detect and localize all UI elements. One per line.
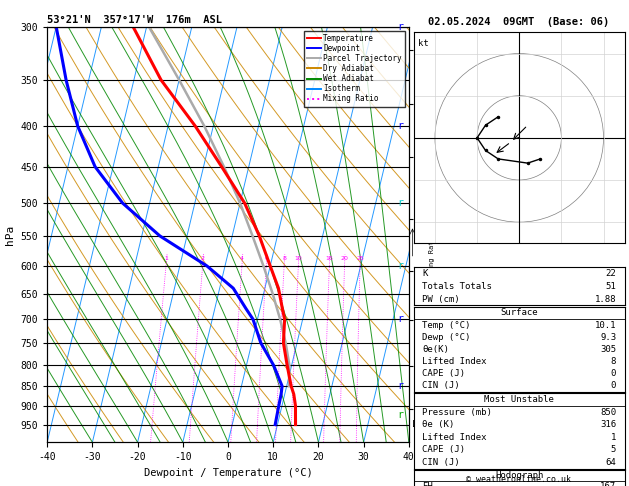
Text: r: r (397, 121, 403, 131)
Text: r: r (397, 22, 403, 32)
Text: CIN (J): CIN (J) (422, 381, 460, 390)
Text: 51: 51 (606, 282, 616, 291)
Text: θe (K): θe (K) (422, 420, 455, 429)
Text: r: r (397, 198, 403, 208)
Text: 20: 20 (341, 256, 348, 261)
Text: Temp (°C): Temp (°C) (422, 320, 470, 330)
Text: Pressure (mb): Pressure (mb) (422, 408, 492, 417)
Text: 5: 5 (611, 445, 616, 454)
Text: 1: 1 (164, 256, 168, 261)
Text: Hodograph: Hodograph (495, 471, 543, 480)
Text: 1: 1 (611, 433, 616, 442)
Text: CAPE (J): CAPE (J) (422, 369, 465, 378)
Text: 53°21'N  357°17'W  176m  ASL: 53°21'N 357°17'W 176m ASL (47, 15, 222, 25)
Text: Surface: Surface (501, 308, 538, 317)
Text: Totals Totals: Totals Totals (422, 282, 492, 291)
Text: 10.1: 10.1 (594, 320, 616, 330)
Text: 850: 850 (600, 408, 616, 417)
Text: Lifted Index: Lifted Index (422, 357, 487, 366)
Text: Mixing Ratio (g/kg): Mixing Ratio (g/kg) (429, 202, 435, 282)
Text: 8: 8 (282, 256, 286, 261)
Text: 8: 8 (611, 357, 616, 366)
Text: 1.88: 1.88 (594, 295, 616, 303)
Text: 16: 16 (326, 256, 333, 261)
Text: 10: 10 (294, 256, 303, 261)
Text: 2: 2 (201, 256, 205, 261)
Text: 305: 305 (600, 345, 616, 354)
X-axis label: Dewpoint / Temperature (°C): Dewpoint / Temperature (°C) (143, 468, 313, 478)
Text: Dewp (°C): Dewp (°C) (422, 332, 470, 342)
Text: 0: 0 (611, 369, 616, 378)
Text: PW (cm): PW (cm) (422, 295, 460, 303)
Text: LCL: LCL (413, 420, 428, 429)
Text: © weatheronline.co.uk: © weatheronline.co.uk (467, 475, 571, 484)
Text: kt: kt (418, 39, 429, 48)
Text: 64: 64 (606, 458, 616, 467)
Legend: Temperature, Dewpoint, Parcel Trajectory, Dry Adiabat, Wet Adiabat, Isotherm, Mi: Temperature, Dewpoint, Parcel Trajectory… (304, 31, 405, 106)
Text: K: K (422, 269, 428, 278)
Text: r: r (397, 261, 403, 271)
Text: 25: 25 (356, 256, 364, 261)
Text: 167: 167 (600, 482, 616, 486)
Text: 4: 4 (240, 256, 244, 261)
Text: θe(K): θe(K) (422, 345, 449, 354)
Text: CIN (J): CIN (J) (422, 458, 460, 467)
Y-axis label: km
ASL: km ASL (426, 226, 446, 243)
Text: 6: 6 (264, 256, 269, 261)
Text: 02.05.2024  09GMT  (Base: 06): 02.05.2024 09GMT (Base: 06) (428, 17, 610, 27)
Text: r: r (397, 314, 403, 324)
Text: 0: 0 (611, 381, 616, 390)
Text: EH: EH (422, 482, 433, 486)
Text: r: r (397, 381, 403, 391)
Text: Most Unstable: Most Unstable (484, 395, 554, 404)
Text: CAPE (J): CAPE (J) (422, 445, 465, 454)
Text: 22: 22 (606, 269, 616, 278)
Text: 316: 316 (600, 420, 616, 429)
Text: Lifted Index: Lifted Index (422, 433, 487, 442)
Text: 9.3: 9.3 (600, 332, 616, 342)
Y-axis label: hPa: hPa (5, 225, 15, 244)
Text: r: r (397, 410, 403, 420)
